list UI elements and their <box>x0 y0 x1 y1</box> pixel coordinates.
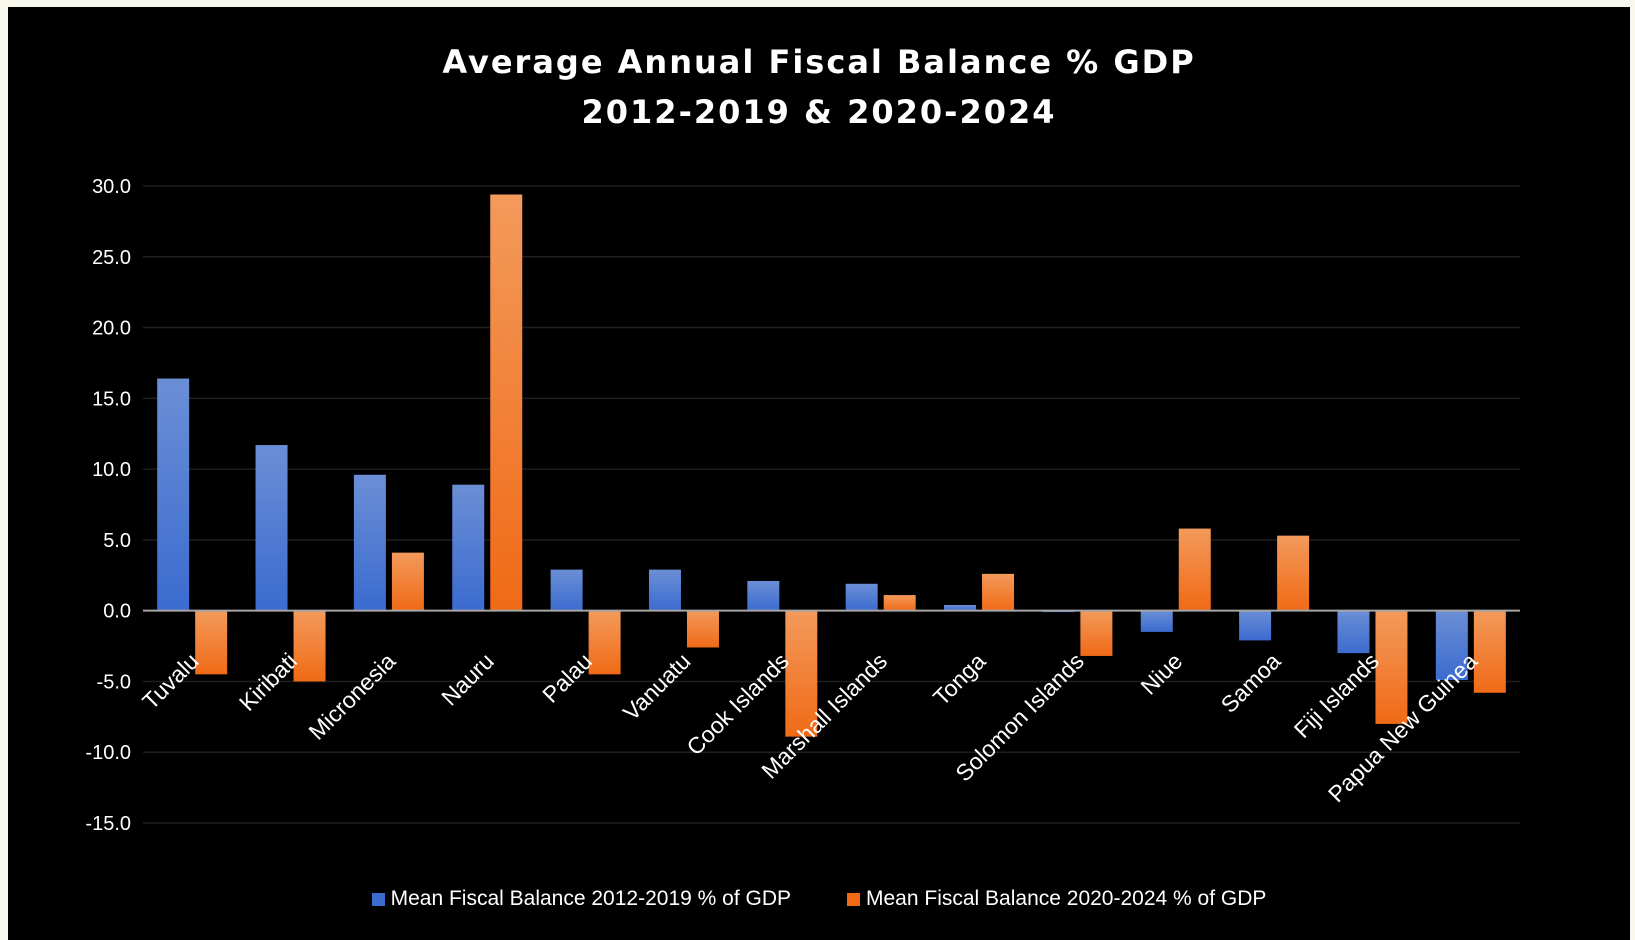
bar-series-1-niue <box>1140 610 1173 632</box>
x-tick-label: Nauru <box>436 648 499 711</box>
chart-legend: Mean Fiscal Balance 2012-2019 % of GDP M… <box>8 887 1630 911</box>
chart-title-line-1: Average Annual Fiscal Balance % GDP <box>442 43 1196 81</box>
bar-series-2-niue <box>1178 528 1211 611</box>
bar-series-1-marshall-islands <box>845 583 878 611</box>
y-tick-label: 20.0 <box>92 318 131 340</box>
y-tick-label: -15.0 <box>85 813 131 835</box>
legend-swatch-series-2 <box>847 892 860 906</box>
bar-chart-plot: 30.0 25.0 20.0 15.0 10.0 5.0 0.0 -5.0 -10.0 -15.0… <box>85 176 1520 835</box>
chart-frame: Average Annual Fiscal Balance % GDP 2012… <box>8 7 1630 940</box>
bars <box>157 194 1506 737</box>
x-tick-label: Tonga <box>928 648 991 711</box>
bar-series-2-samoa <box>1277 535 1310 611</box>
bar-series-2-micronesia <box>391 552 424 611</box>
bar-series-2-cook-islands <box>785 610 818 737</box>
y-tick-label: -5.0 <box>97 671 131 693</box>
y-tick-label: 25.0 <box>92 247 131 269</box>
bar-series-2-tuvalu <box>195 610 228 675</box>
x-tick-label: Samoa <box>1216 648 1286 718</box>
chart-title: Average Annual Fiscal Balance % GDP 2012… <box>8 37 1630 137</box>
x-tick-label: Vanuatu <box>618 648 696 726</box>
bar-series-2-papua-new-guinea <box>1473 610 1506 693</box>
bar-series-2-solomon-islands <box>1080 610 1113 656</box>
bar-series-2-fiji-islands <box>1375 610 1408 724</box>
x-tick-label: Niue <box>1135 648 1187 700</box>
bar-series-1-fiji-islands <box>1337 610 1370 654</box>
y-tick-label: 10.0 <box>92 459 131 481</box>
bar-series-1-nauru <box>452 484 485 611</box>
bar-series-1-tuvalu <box>157 378 190 611</box>
legend-swatch-series-1 <box>371 892 385 906</box>
legend-item-series-2: Mean Fiscal Balance 2020-2024 % of GDP <box>847 887 1266 911</box>
bar-series-2-nauru <box>490 194 523 611</box>
bar-series-1-papua-new-guinea <box>1435 610 1468 681</box>
bar-series-2-tonga <box>982 573 1015 611</box>
y-tick-label: 0.0 <box>103 601 131 623</box>
x-tick-label: Fiji Islands <box>1289 648 1384 743</box>
x-tick-label: Palau <box>537 648 597 708</box>
bar-series-1-palau <box>550 569 583 611</box>
y-tick-label: 30.0 <box>92 176 131 198</box>
bar-series-1-samoa <box>1239 610 1272 641</box>
bar-series-1-tonga <box>944 605 977 611</box>
y-tick-label: 15.0 <box>92 388 131 410</box>
bar-series-1-kiribati <box>255 445 288 611</box>
bar-series-1-micronesia <box>353 474 386 611</box>
bar-series-2-vanuatu <box>686 610 719 648</box>
legend-label-series-2: Mean Fiscal Balance 2020-2024 % of GDP <box>866 887 1267 910</box>
bar-series-2-palau <box>588 610 621 675</box>
y-tick-label: -10.0 <box>85 742 131 764</box>
bar-series-1-cook-islands <box>747 580 780 611</box>
y-axis-ticks: 30.0 25.0 20.0 15.0 10.0 5.0 0.0 -5.0 -10.0 -15.0 <box>85 176 131 835</box>
y-tick-label: 5.0 <box>103 530 131 552</box>
chart-title-line-2: 2012-2019 & 2020-2024 <box>581 93 1057 131</box>
legend-item-series-1: Mean Fiscal Balance 2012-2019 % of GDP <box>371 887 791 911</box>
bar-series-1-vanuatu <box>648 569 681 611</box>
bar-series-2-marshall-islands <box>883 595 916 611</box>
legend-label-series-1: Mean Fiscal Balance 2012-2019 % of GDP <box>390 887 791 910</box>
bar-series-2-kiribati <box>293 610 326 682</box>
